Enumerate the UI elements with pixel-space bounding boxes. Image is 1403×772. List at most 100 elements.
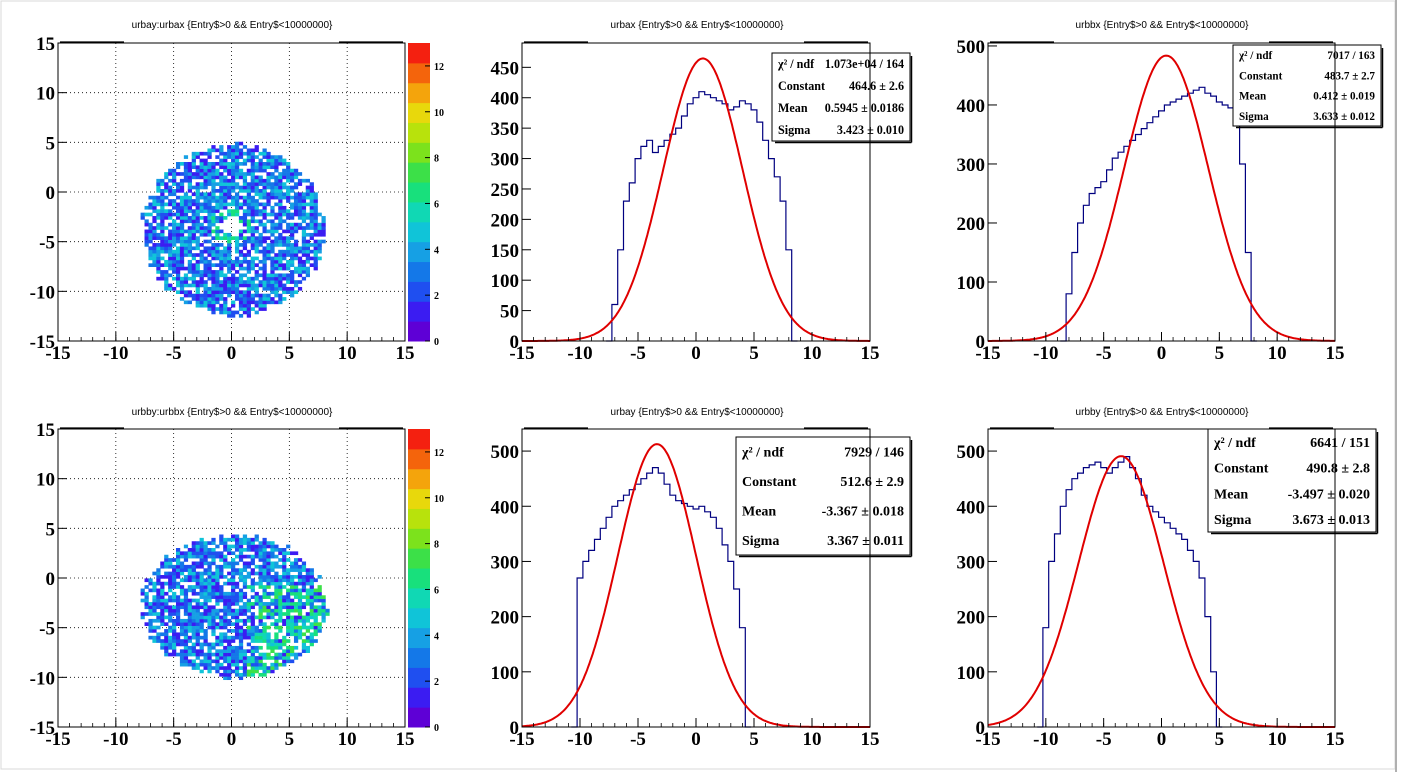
heatmap-cell [203, 629, 208, 633]
heatmap-cell [179, 256, 185, 261]
heatmap-cell [183, 608, 189, 613]
heatmap-cell [270, 602, 275, 606]
heatmap-cell [250, 662, 255, 667]
heatmap-cell [278, 216, 283, 220]
heatmap-cell [274, 561, 279, 566]
heatmap-cell [219, 598, 224, 603]
heatmap-cell [242, 575, 248, 579]
heatmap-cell [144, 219, 149, 224]
heatmap-cell [313, 263, 318, 267]
heatmap-cell [270, 300, 275, 305]
heatmap-cell [227, 162, 232, 166]
heatmap-cell [175, 182, 181, 186]
heatmap-cell [231, 313, 236, 318]
heatmap-cell [297, 259, 303, 264]
heatmap-cell [258, 283, 263, 288]
heatmap-cell [179, 554, 185, 559]
heatmap-cell [191, 564, 196, 569]
heatmap-cell [207, 249, 212, 254]
heatmap-cell [179, 185, 185, 190]
heatmap-cell [199, 642, 204, 647]
heatmap-cell [187, 229, 193, 234]
heatmap-cell [179, 642, 185, 647]
heatmap-cell [203, 175, 208, 180]
heatmap-cell [227, 212, 232, 217]
heatmap-cell [195, 246, 200, 251]
heatmap-cell [199, 162, 204, 166]
heatmap-cell [164, 263, 169, 267]
heatmap-cell [187, 635, 193, 640]
heatmap-cell [242, 303, 248, 308]
heatmap-cell [266, 632, 271, 637]
heatmap-cell [168, 263, 173, 267]
heatmap-cell [234, 649, 240, 653]
heatmap-cell [215, 226, 220, 230]
heatmap-cell [254, 246, 259, 251]
heatmap-cell [234, 635, 240, 640]
heatmap-cell [172, 571, 177, 576]
heatmap-cell [203, 202, 208, 207]
heatmap-cell [242, 199, 248, 203]
heatmap-cell [207, 226, 212, 230]
heatmap-cell [211, 629, 216, 633]
heatmap-cell [250, 229, 255, 234]
stats-label: Sigma [1239, 111, 1269, 123]
heatmap-cell [156, 189, 161, 193]
heatmap-cell [211, 575, 216, 579]
heatmap-cell [238, 243, 244, 247]
heatmap-cell [234, 239, 240, 244]
heatmap-cell [227, 551, 232, 556]
heatmap-cell [293, 615, 299, 620]
heatmap-cell [215, 588, 220, 593]
heatmap-cell [305, 185, 310, 190]
heatmap-cell [227, 564, 232, 569]
heatmap-cell [187, 568, 193, 572]
heatmap-cell [274, 189, 279, 193]
heatmap-cell [175, 602, 181, 606]
heatmap-cell [207, 578, 212, 583]
heatmap-cell [270, 639, 275, 643]
heatmap-cell [223, 259, 228, 264]
heatmap-cell [250, 595, 255, 599]
heatmap-cell [234, 205, 240, 210]
heatmap-cell [203, 199, 208, 203]
heatmap-cell [274, 222, 279, 227]
heatmap-cell [266, 165, 271, 170]
heatmap-cell [258, 297, 263, 301]
heatmap-cell [313, 612, 318, 616]
heatmap-cell [242, 672, 248, 677]
heatmap-cell [183, 216, 189, 220]
heatmap-cell [191, 659, 196, 664]
heatmap-cell [274, 548, 279, 552]
heatmap-cell [231, 575, 236, 579]
heatmap-cell [258, 652, 263, 657]
heatmap-cell [199, 216, 204, 220]
heatmap-cell [266, 293, 271, 298]
heatmap-cell [215, 564, 220, 569]
y-tick-label: 0 [46, 183, 56, 204]
heatmap-cell [258, 178, 263, 183]
heatmap-cell [215, 232, 220, 237]
heatmap-cell [223, 236, 228, 240]
heatmap-cell [234, 195, 240, 200]
stats-label: χ² / ndf [777, 57, 815, 71]
heatmap-cell [187, 243, 193, 247]
heatmap-cell [242, 602, 248, 606]
heatmap-cell [250, 622, 255, 626]
heatmap-cell [207, 645, 212, 650]
heatmap-cell [262, 276, 267, 281]
heatmap-cell [254, 666, 259, 670]
heatmap-cell [211, 578, 216, 583]
colorbar-segment [408, 607, 430, 629]
heatmap-cell [168, 571, 173, 576]
heatmap-cell [179, 571, 185, 576]
heatmap-cell [266, 581, 271, 586]
heatmap-cell [223, 151, 228, 156]
heatmap-cell [321, 232, 326, 237]
heatmap-cell [282, 571, 287, 576]
heatmap-cell [246, 199, 252, 203]
heatmap-cell [211, 595, 216, 599]
heatmap-cell [286, 175, 291, 180]
heatmap-cell [223, 273, 228, 278]
heatmap-cell [183, 243, 189, 247]
